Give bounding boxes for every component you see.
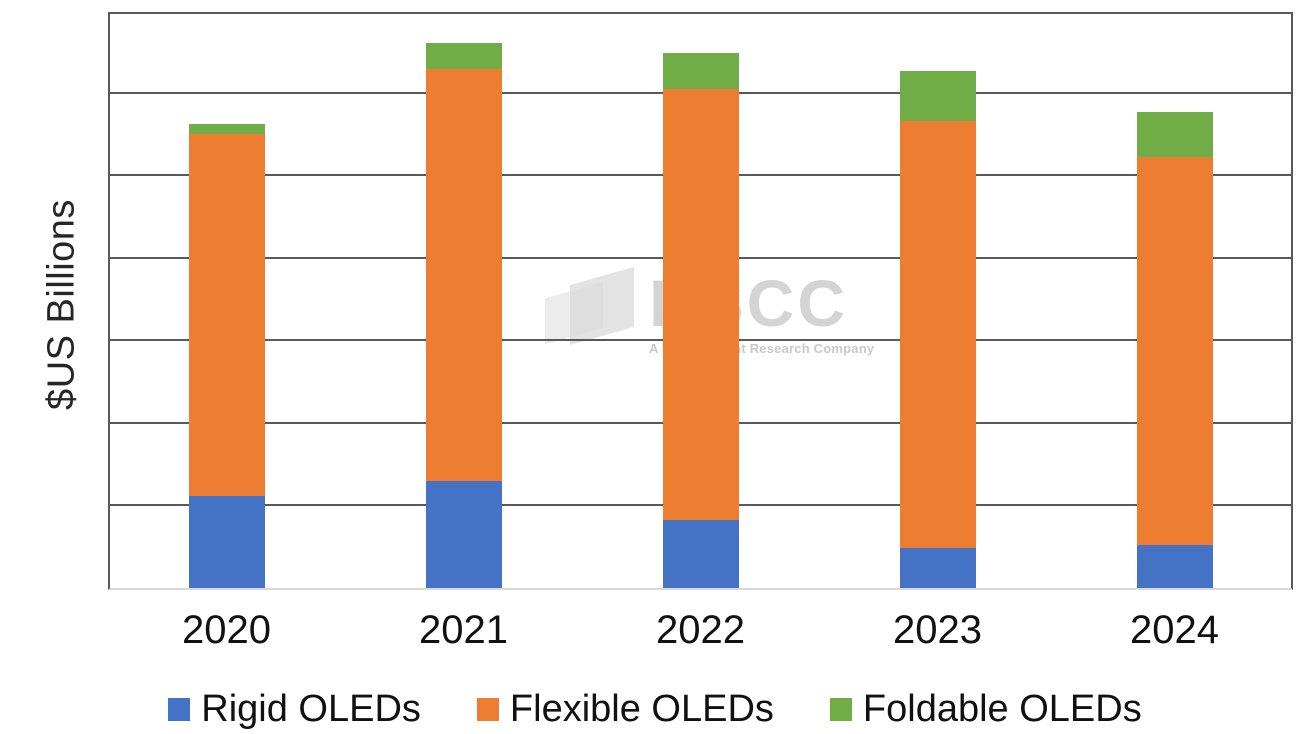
- bar-2022: [662, 52, 739, 588]
- bar-segment-2022-flexible-oleds: [662, 89, 739, 521]
- bar-segment-2024-foldable-oleds: [1136, 112, 1213, 157]
- bar-segment-2021-rigid-oleds: [425, 480, 502, 588]
- legend: Rigid OLEDs Flexible OLEDs Foldable OLEDs: [0, 688, 1310, 731]
- bar-segment-2022-rigid-oleds: [662, 520, 739, 588]
- bar-segment-2020-flexible-oleds: [188, 133, 265, 496]
- bar-segment-2023-rigid-oleds: [899, 548, 976, 588]
- bar-segment-2020-rigid-oleds: [188, 495, 265, 588]
- legend-item-foldable-oleds: Foldable OLEDs: [829, 688, 1142, 731]
- legend-label-flexible-oleds: Flexible OLEDs: [509, 688, 774, 730]
- bar-segment-2020-foldable-oleds: [188, 123, 265, 134]
- bar-segment-2024-rigid-oleds: [1136, 545, 1213, 588]
- legend-label-rigid-oleds: Rigid OLEDs: [201, 688, 421, 730]
- dscc-logo-icon: [540, 262, 645, 367]
- bar-2020: [188, 123, 265, 588]
- plot-area: DSCC A Counterpoint Research Company: [108, 12, 1293, 590]
- legend-item-flexible-oleds: Flexible OLEDs: [476, 688, 774, 731]
- y-axis-title: $US Billions: [40, 199, 83, 410]
- legend-swatch-flexible-oleds: [476, 698, 499, 721]
- bar-segment-2021-foldable-oleds: [425, 43, 502, 70]
- legend-item-rigid-oleds: Rigid OLEDs: [168, 688, 421, 731]
- bar-2021: [425, 43, 502, 588]
- x-tick-label-2023: 2023: [893, 608, 982, 652]
- bar-segment-2023-foldable-oleds: [899, 71, 976, 121]
- bar-2023: [899, 71, 976, 588]
- bar-segment-2021-flexible-oleds: [425, 69, 502, 481]
- legend-swatch-rigid-oleds: [168, 698, 191, 721]
- bar-segment-2022-foldable-oleds: [662, 52, 739, 90]
- x-tick-label-2022: 2022: [656, 608, 745, 652]
- legend-swatch-foldable-oleds: [829, 698, 852, 721]
- x-tick-label-2024: 2024: [1130, 608, 1219, 652]
- x-tick-label-2021: 2021: [419, 608, 508, 652]
- legend-label-foldable-oleds: Foldable OLEDs: [862, 688, 1142, 730]
- bar-2024: [1136, 112, 1213, 588]
- bar-segment-2023-flexible-oleds: [899, 120, 976, 549]
- bar-segment-2024-flexible-oleds: [1136, 157, 1213, 546]
- x-tick-label-2020: 2020: [182, 608, 271, 652]
